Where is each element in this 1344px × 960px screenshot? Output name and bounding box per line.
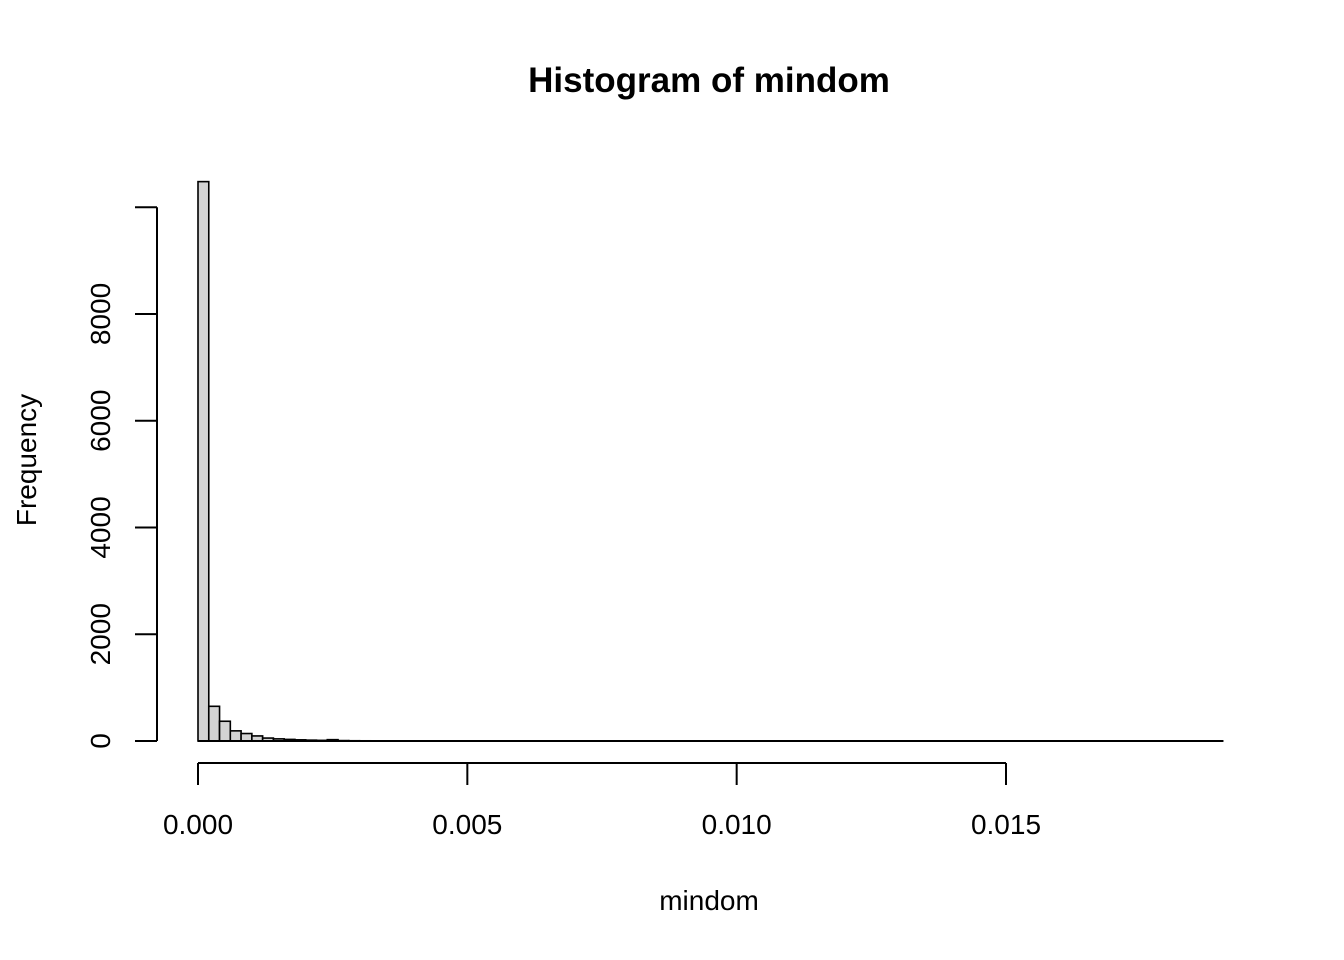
y-tick-label: 6000 — [85, 390, 116, 452]
x-tick-label: 0.000 — [163, 809, 233, 840]
x-axis: 0.000 0.005 0.010 0.015 — [163, 762, 1041, 840]
histogram-bar — [197, 180, 210, 742]
x-tick-label: 0.015 — [971, 809, 1041, 840]
y-tick-label: 0 — [85, 733, 116, 749]
y-tick-label: 4000 — [85, 496, 116, 558]
chart-title: Histogram of mindom — [528, 61, 890, 100]
y-axis: 0 2000 4000 6000 8000 — [85, 206, 158, 749]
histogram-bar — [207, 705, 221, 742]
x-axis-label: mindom — [659, 885, 759, 916]
bars-group — [197, 180, 372, 742]
x-tick-label: 0.010 — [702, 809, 772, 840]
y-tick-label: 2000 — [85, 603, 116, 665]
histogram-bar — [240, 732, 253, 742]
y-tick-label: 8000 — [85, 283, 116, 345]
y-axis-label: Frequency — [11, 394, 42, 526]
x-tick-label: 0.005 — [432, 809, 502, 840]
histogram-bar — [229, 730, 242, 742]
histogram-bar — [218, 720, 232, 742]
